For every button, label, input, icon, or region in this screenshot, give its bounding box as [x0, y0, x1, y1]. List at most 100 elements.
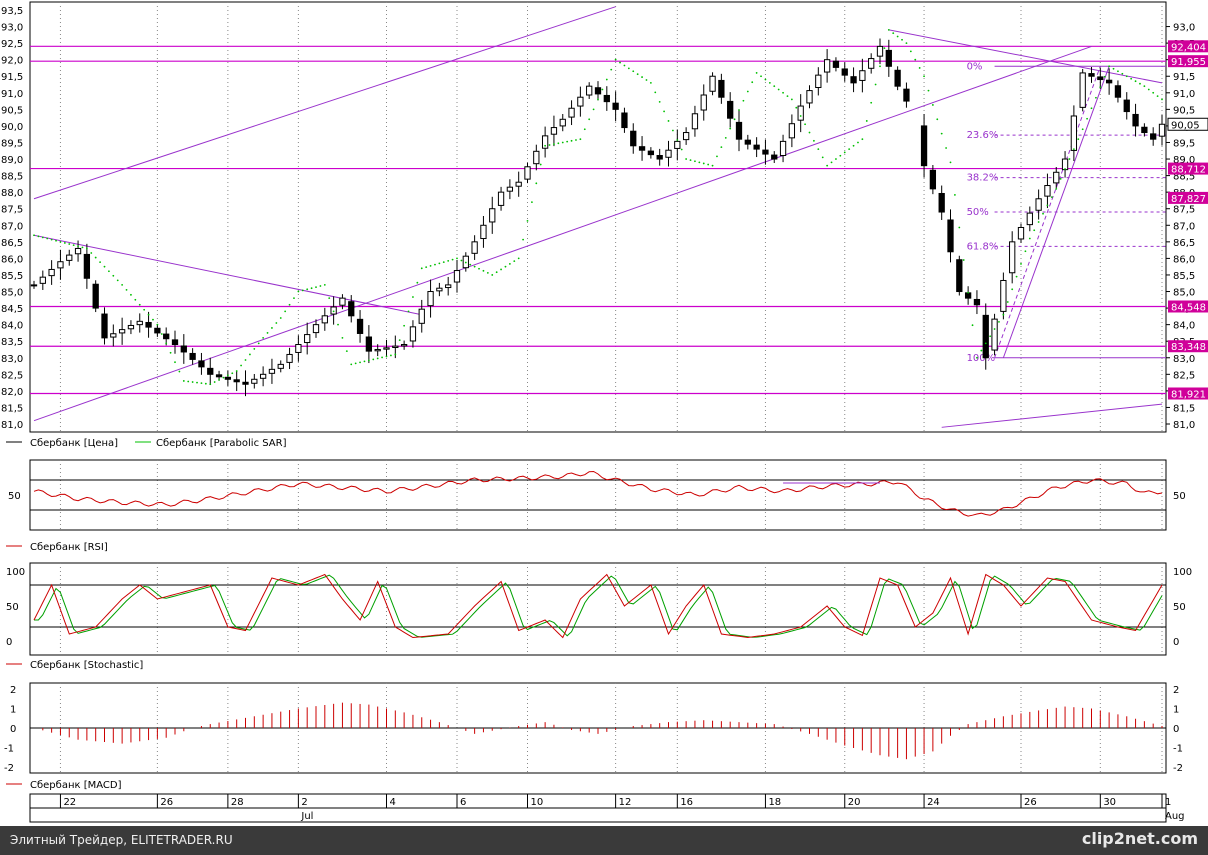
candle-body — [638, 146, 646, 151]
sar-dot — [253, 348, 256, 350]
sar-dot — [685, 158, 688, 160]
candle-body — [489, 208, 496, 223]
fib-level-label: 100% — [967, 353, 996, 364]
sar-dot — [37, 235, 40, 238]
candle-body — [118, 329, 126, 334]
candle-body — [771, 154, 778, 160]
sar-dot — [1050, 196, 1053, 199]
legend-macd: Сбербанк [MACD] — [30, 780, 122, 791]
sar-dot — [156, 323, 159, 326]
sar-dot — [134, 298, 137, 301]
sar-dot — [1086, 117, 1088, 120]
y-tick-right: 89,0 — [1173, 155, 1195, 166]
sar-dot — [187, 380, 190, 383]
macd-y-tick-right: 0 — [1173, 724, 1179, 735]
sar-dot — [130, 293, 132, 296]
sar-dot — [363, 360, 366, 363]
sar-dot — [306, 288, 309, 291]
sar-dot — [790, 98, 793, 101]
candle-body — [1035, 198, 1042, 211]
sar-dot — [33, 234, 35, 237]
sar-dot — [544, 144, 547, 147]
last-price-label: 90,05 — [1171, 120, 1200, 131]
sar-dot — [508, 263, 511, 265]
sar-dot — [77, 245, 79, 248]
sar-dot — [672, 129, 674, 132]
x-month-label: Aug — [1165, 811, 1185, 822]
candle-body — [259, 373, 267, 379]
candle-body — [453, 270, 461, 283]
sar-dot — [367, 359, 370, 362]
y-tick-left: 82,5 — [1, 370, 23, 381]
level-label: 81,921 — [1171, 389, 1206, 400]
x-tick-label: 20 — [848, 797, 861, 808]
y-tick-left: 91,0 — [1, 89, 23, 100]
candle-body — [74, 247, 82, 255]
sar-dot — [271, 327, 273, 329]
candle-body — [207, 367, 214, 375]
sar-dot — [376, 357, 379, 360]
candle-body — [515, 181, 522, 187]
sar-dot — [623, 64, 626, 67]
stoch-d-line — [34, 574, 1163, 638]
sar-dot — [1103, 75, 1106, 78]
candle-body — [682, 132, 690, 141]
sar-dot — [561, 141, 564, 144]
sar-dot — [799, 115, 802, 117]
sar-dot — [531, 201, 533, 203]
sar-dot — [645, 79, 648, 81]
candle-body — [586, 85, 593, 96]
sar-dot — [1028, 237, 1031, 240]
trend-line — [33, 234, 422, 316]
candle-body — [1044, 185, 1051, 197]
sar-dot — [883, 47, 886, 49]
level-label-box — [1168, 340, 1208, 353]
sar-dot — [976, 356, 978, 359]
candle-body — [171, 339, 179, 346]
candle-body — [356, 318, 364, 334]
candle-body — [101, 313, 108, 339]
sar-dot — [209, 383, 212, 386]
sar-dot — [526, 219, 529, 222]
sar-dot — [486, 271, 489, 274]
level-label: 88,712 — [1171, 165, 1206, 176]
sar-dot — [226, 374, 229, 377]
rsi-y-tick-right: 50 — [1173, 491, 1186, 502]
macd-y-tick-left: 1 — [10, 705, 16, 716]
candle-body — [868, 58, 875, 69]
sar-dot — [927, 89, 930, 92]
sar-dot — [50, 238, 53, 241]
candle-body — [1132, 113, 1139, 127]
sar-dot — [341, 336, 344, 339]
candle-body — [180, 345, 187, 353]
candle-body — [365, 336, 373, 352]
y-tick-left: 93,5 — [1, 6, 23, 17]
candle-body — [480, 224, 487, 240]
sar-dot — [1112, 67, 1115, 70]
candle-body — [779, 140, 787, 157]
legend-price: Сбербанк [Цена] — [30, 438, 118, 449]
candle-body — [471, 241, 478, 254]
sar-dot — [495, 271, 498, 274]
y-tick-right: 87,0 — [1173, 221, 1195, 232]
sar-dot — [610, 68, 613, 71]
sar-dot — [901, 38, 903, 41]
candle-body — [1088, 73, 1095, 77]
sar-dot — [751, 81, 754, 84]
legend-rsi: Сбербанк [RSI] — [30, 542, 108, 553]
y-tick-right: 86,0 — [1173, 254, 1195, 265]
sar-dot — [980, 349, 983, 352]
candle-body — [224, 376, 232, 380]
sar-dot — [535, 182, 538, 185]
candle-body — [859, 70, 866, 81]
sar-dot — [257, 342, 260, 345]
sar-dot — [1152, 91, 1155, 94]
candle-body — [1114, 85, 1122, 98]
level-label-box — [1168, 40, 1208, 53]
candle-body — [1053, 171, 1060, 184]
fib-level-label: 38.2% — [967, 173, 999, 184]
sar-dot — [1117, 70, 1119, 73]
sar-dot — [729, 127, 732, 130]
candle-body — [1158, 123, 1166, 137]
sar-dot — [694, 160, 696, 163]
